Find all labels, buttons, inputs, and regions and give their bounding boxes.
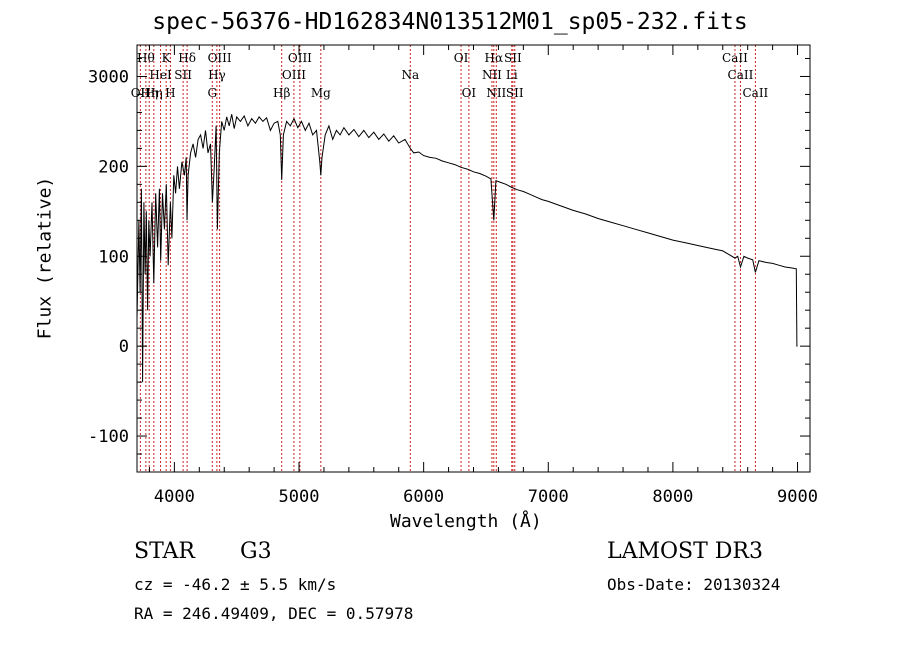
line-marker-label: NII (482, 68, 502, 82)
line-marker-label: Hθ (137, 51, 155, 65)
line-marker-label: NII (486, 86, 506, 100)
y-axis-title: Flux (relative) (34, 176, 56, 340)
plot-frame (136, 44, 811, 473)
y-tick-label: 3000 (88, 67, 129, 87)
line-marker-label: CaII (722, 51, 748, 65)
line-marker-label: SII (174, 68, 192, 82)
line-marker-label: G (207, 86, 217, 100)
survey-name: LAMOST DR3 (607, 539, 763, 564)
line-marker-label: H (165, 86, 175, 100)
line-marker-label: CaII (742, 86, 768, 100)
line-marker-label: CaII (728, 68, 754, 82)
y-tick-label: -100 (88, 427, 129, 447)
y-tick-label: 100 (98, 247, 129, 267)
sky-coordinates: RA = 246.49409, DEC = 0.57978 (134, 604, 414, 623)
line-marker-label: OIII (208, 51, 232, 65)
line-marker-label: SII (504, 51, 522, 65)
line-marker-label: Na (401, 68, 419, 82)
line-marker-label: HeI (149, 68, 172, 82)
line-marker-label: Hα (485, 51, 504, 65)
line-marker-label: Hβ (273, 86, 290, 100)
line-marker-label: K (162, 51, 172, 65)
x-tick-label: 5000 (279, 487, 320, 507)
line-marker-label: SII (506, 86, 524, 100)
x-axis-title: Wavelength (Å) (390, 511, 542, 532)
y-tick-label: 200 (98, 157, 129, 177)
line-marker-label: Hη (140, 86, 158, 100)
line-marker-label: Li (506, 68, 518, 82)
chart-title: spec-56376-HD162834N013512M01_sp05-232.f… (152, 9, 748, 35)
y-tick-label: 0 (119, 337, 129, 357)
x-tick-label: 8000 (652, 487, 693, 507)
object-class: STAR (134, 539, 195, 564)
observation-date: Obs-Date: 20130324 (607, 575, 781, 594)
line-marker-label: OI (454, 51, 469, 65)
x-tick-label: 7000 (528, 487, 569, 507)
line-marker-label: OIII (282, 68, 306, 82)
axis-ticks (137, 45, 810, 473)
line-marker-label: Hγ (208, 68, 226, 82)
line-marker-label: OI (462, 86, 477, 100)
line-marker-label: OII (131, 86, 151, 100)
line-marker-layer (139, 45, 756, 472)
x-tick-label: 6000 (403, 487, 444, 507)
object-subclass: G3 (240, 539, 272, 564)
x-tick-label: 9000 (777, 487, 818, 507)
line-marker-label: Hδ (178, 51, 196, 65)
line-marker-label: OIII (288, 51, 312, 65)
x-tick-label: 4000 (154, 487, 195, 507)
line-marker-label: Mg (311, 86, 331, 100)
spectrum-series-line (136, 114, 798, 383)
axis-tick-labels: 4000 5000 6000 7000 8000 9000 -100 0 100 200 3000 (88, 67, 818, 507)
redshift-velocity: cz = -46.2 ± 5.5 km/s (134, 575, 337, 594)
line-marker-label: Hη (145, 86, 163, 100)
